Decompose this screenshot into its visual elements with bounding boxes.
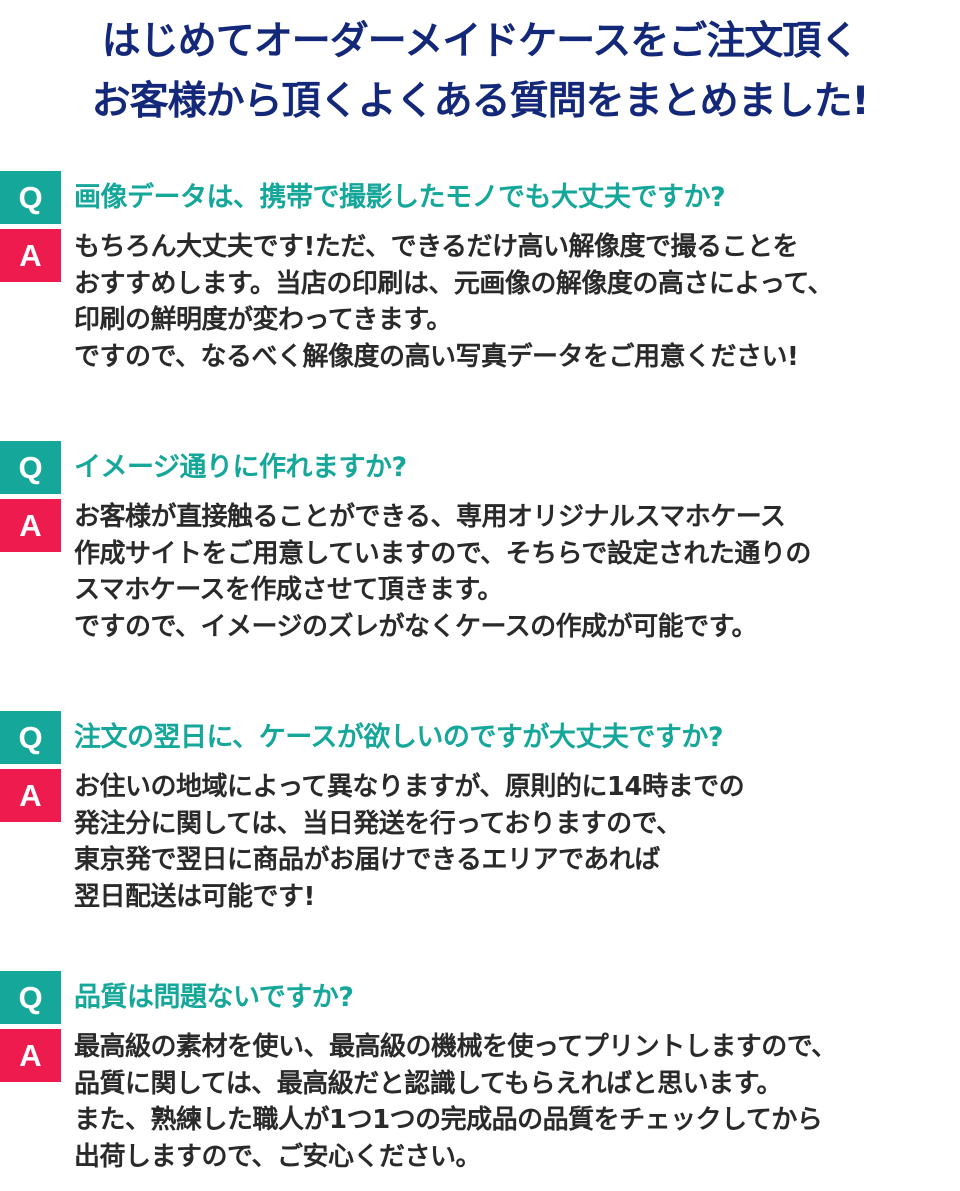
faq-answer-1: もちろん大丈夫です!ただ、できるだけ高い解像度で撮ることを おすすめします。当店…	[74, 229, 954, 375]
question-badge: Q	[0, 711, 61, 764]
answer-badge: A	[0, 499, 61, 552]
faq-answer-4: 最高級の素材を使い、最高級の機械を使ってプリントしますので、 品質に関しては、最…	[74, 1029, 954, 1175]
answer-line: もちろん大丈夫です!ただ、できるだけ高い解像度で撮ることを	[74, 232, 799, 262]
answer-line: 作成サイトをご用意していますので、そちらで設定された通りの	[74, 538, 811, 569]
answer-line: 発注分に関しては、当日発送を行っておりますので、	[74, 808, 682, 839]
faq-answer-3: お住いの地域によって異なりますが、原則的に14時までの 発注分に関しては、当日発…	[74, 769, 954, 915]
answer-line: 東京発で翌日に商品がお届けできるエリアであれば	[74, 845, 660, 875]
page-title-line-2: お客様から頂くよくある質問をまとめました!	[91, 79, 870, 124]
answer-badge: A	[0, 769, 61, 822]
answer-line: 最高級の素材を使い、最高級の機械を使ってプリントしますので、	[74, 1032, 837, 1062]
answer-badge: A	[0, 229, 61, 282]
faq-question-3: 注文の翌日に、ケースが欲しいのですが大丈夫ですか?	[74, 722, 724, 753]
faq-question-1: 画像データは、携帯で撮影したモノでも大丈夫ですか?	[74, 182, 726, 213]
faq-question-4: 品質は問題ないですか?	[74, 982, 354, 1013]
answer-line: 品質に関しては、最高級だと認識してもらえればと思います。	[74, 1068, 783, 1099]
answer-line: ですので、イメージのズレがなくケースの作成が可能です。	[74, 611, 758, 642]
answer-line: ですので、なるべく解像度の高い写真データをご用意ください!	[74, 341, 799, 372]
question-badge: Q	[0, 441, 61, 494]
answer-line: お客様が直接触ることができる、専用オリジナルスマホケース	[74, 502, 786, 532]
answer-line: おすすめします。当店の印刷は、元画像の解像度の高さによって、	[74, 268, 834, 299]
answer-badge: A	[0, 1029, 61, 1082]
faq-question-2: イメージ通りに作れますか?	[74, 452, 407, 483]
page-title: はじめてオーダーメイドケースをご注文頂く お客様から頂くよくある質問をまとめまし…	[0, 12, 960, 132]
question-badge: Q	[0, 971, 61, 1024]
answer-line: 印刷の鮮明度が変わってきます。	[74, 305, 452, 335]
answer-line: お住いの地域によって異なりますが、原則的に14時までの	[74, 772, 745, 802]
page-title-line-1: はじめてオーダーメイドケースをご注文頂く	[101, 19, 860, 64]
question-badge: Q	[0, 171, 61, 224]
answer-line: 翌日配送は可能です!	[74, 881, 315, 912]
answer-line: また、熟練した職人が1つ1つの完成品の品質をチェックしてから	[74, 1105, 823, 1135]
answer-line: 出荷しますので、ご安心ください。	[74, 1141, 481, 1172]
faq-answer-2: お客様が直接触ることができる、専用オリジナルスマホケース 作成サイトをご用意して…	[74, 499, 954, 645]
answer-line: スマホケースを作成させて頂きます。	[74, 575, 503, 605]
